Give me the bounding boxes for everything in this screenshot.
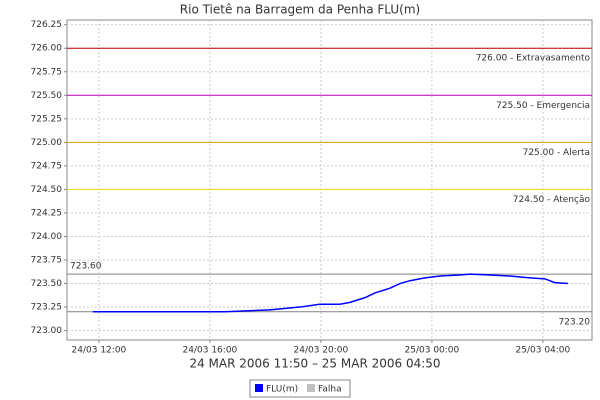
x-tick-label: 24/03 20:00 bbox=[294, 346, 349, 356]
y-tick-label: 723.00 bbox=[31, 326, 63, 336]
y-tick-label: 723.25 bbox=[31, 303, 63, 313]
threshold-label: 725.50 - Emergencia bbox=[496, 101, 590, 111]
threshold-label: 725.00 - Alerta bbox=[523, 148, 590, 158]
threshold-label: 726.00 - Extravasamento bbox=[476, 54, 591, 64]
x-tick-label: 24/03 12:00 bbox=[72, 346, 127, 356]
y-tick-label: 725.50 bbox=[31, 91, 63, 101]
legend-swatch bbox=[255, 384, 263, 392]
x-tick-label: 25/03 04:00 bbox=[516, 346, 571, 356]
data-line bbox=[92, 273, 568, 313]
legend-label: FLU(m) bbox=[266, 385, 298, 395]
chart-subtitle: 24 MAR 2006 11:50 – 25 MAR 2006 04:50 bbox=[189, 357, 440, 371]
y-tick-label: 723.50 bbox=[31, 279, 63, 289]
y-tick-label: 725.25 bbox=[31, 114, 63, 124]
legend-label: Falha bbox=[318, 385, 342, 395]
y-tick-label: 726.00 bbox=[31, 44, 63, 54]
y-tick-label: 724.25 bbox=[31, 208, 63, 218]
threshold-label: 723.60 bbox=[70, 262, 102, 272]
y-tick-label: 725.00 bbox=[31, 138, 63, 148]
plot-area bbox=[66, 19, 593, 341]
threshold-label: 724.50 - Atenção bbox=[513, 195, 591, 205]
chart-title: Rio Tietê na Barragem da Penha FLU(m) bbox=[180, 3, 420, 17]
y-tick-label: 724.00 bbox=[31, 232, 63, 242]
legend bbox=[249, 379, 351, 398]
y-tick-label: 724.50 bbox=[31, 185, 63, 195]
x-tick-label: 25/03 00:00 bbox=[405, 346, 460, 356]
y-tick-label: 723.75 bbox=[31, 256, 63, 266]
legend-swatch bbox=[307, 384, 315, 392]
y-tick-label: 725.75 bbox=[31, 67, 63, 77]
y-tick-label: 726.25 bbox=[31, 20, 63, 30]
threshold-label: 723.20 bbox=[559, 317, 591, 327]
y-tick-label: 724.75 bbox=[31, 161, 63, 171]
x-tick-label: 24/03 16:00 bbox=[183, 346, 238, 356]
